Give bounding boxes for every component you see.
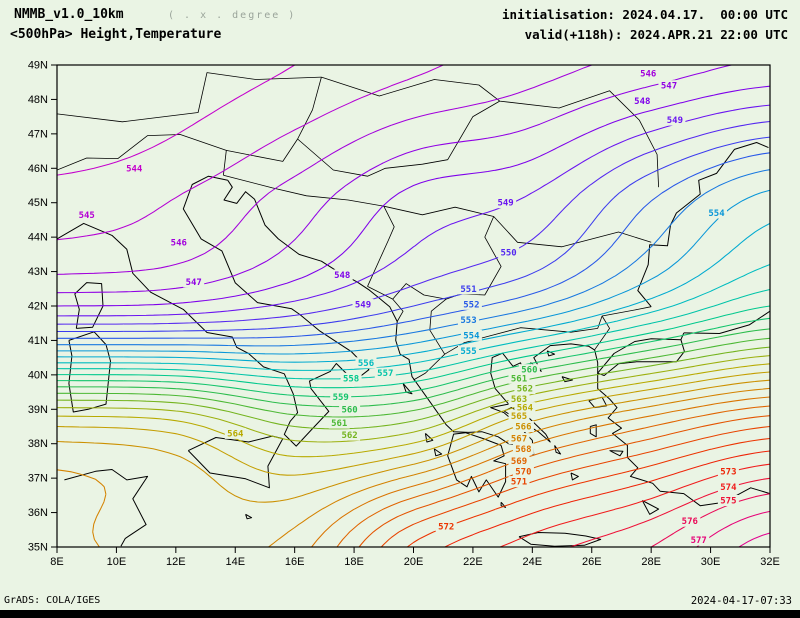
svg-text:554: 554 [463,331,480,341]
svg-text:560: 560 [521,366,537,376]
model-title: NMMB_v1.0_10km [14,7,124,22]
svg-text:572: 572 [438,522,454,532]
svg-text:41N: 41N [28,335,48,347]
svg-text:551: 551 [460,285,476,295]
svg-text:573: 573 [720,467,736,477]
svg-text:549: 549 [497,199,513,209]
contour-labels: 544 545 546 547 548 549 546 547 548 549 549 550 551 5… [76,68,739,546]
svg-text:35N: 35N [28,542,48,554]
svg-text:548: 548 [334,271,350,281]
svg-text:556: 556 [358,359,374,369]
svg-text:43N: 43N [28,266,48,278]
svg-text:22E: 22E [463,556,483,568]
svg-text:12E: 12E [166,556,186,568]
svg-text:42N: 42N [28,301,48,313]
country-borders [57,72,659,381]
svg-text:548: 548 [634,97,650,107]
svg-text:560: 560 [341,405,357,415]
svg-text:564: 564 [227,429,244,439]
svg-text:546: 546 [171,238,187,248]
axis-labels: 49N 48N 47N 46N 45N 44N 43N 42N 41N 40N 39N 38N 37N 3… [28,60,780,569]
svg-text:45N: 45N [28,197,48,209]
svg-text:561: 561 [511,374,527,384]
init-time-label: initialisation: 2024.04.17. 00:00 UTC [502,7,788,22]
svg-text:20E: 20E [404,556,424,568]
svg-text:565: 565 [511,412,527,422]
svg-text:16E: 16E [285,556,305,568]
svg-text:552: 552 [463,300,479,310]
svg-text:550: 550 [500,249,516,259]
svg-text:28E: 28E [641,556,661,568]
svg-text:549: 549 [355,300,371,310]
svg-text:18E: 18E [344,556,364,568]
svg-text:571: 571 [511,478,527,488]
svg-text:553: 553 [460,316,476,326]
svg-text:10E: 10E [107,556,127,568]
svg-text:30E: 30E [701,556,721,568]
svg-text:574: 574 [720,483,737,493]
svg-text:557: 557 [377,369,393,379]
svg-text:546: 546 [640,70,656,80]
svg-text:44N: 44N [28,232,48,244]
svg-text:562: 562 [517,385,533,395]
svg-text:48N: 48N [28,94,48,106]
svg-text:36N: 36N [28,507,48,519]
svg-text:575: 575 [720,497,736,507]
level-title: <500hPa> Height,Temperature [10,27,222,42]
svg-text:547: 547 [661,82,677,92]
resolution-note: ( . x . degree ) [168,10,297,21]
svg-text:547: 547 [186,278,202,288]
svg-text:569: 569 [511,457,527,467]
svg-text:14E: 14E [225,556,245,568]
svg-text:561: 561 [331,419,347,429]
svg-text:566: 566 [515,423,531,433]
svg-text:563: 563 [511,395,527,405]
svg-text:37N: 37N [28,473,48,485]
svg-text:562: 562 [341,431,357,441]
svg-text:564: 564 [517,404,534,414]
svg-text:577: 577 [691,536,707,546]
svg-text:555: 555 [460,347,476,357]
svg-text:8E: 8E [50,556,63,568]
svg-text:545: 545 [79,211,95,221]
coastlines [57,142,770,547]
svg-text:558: 558 [343,374,359,384]
svg-text:554: 554 [708,209,725,219]
svg-text:544: 544 [126,164,143,174]
svg-text:49N: 49N [28,60,48,72]
svg-text:38N: 38N [28,438,48,450]
grads-credit: GrADS: COLA/IGES [4,595,101,606]
svg-text:46N: 46N [28,163,48,175]
svg-text:570: 570 [515,467,531,477]
svg-text:568: 568 [515,445,531,455]
svg-text:40N: 40N [28,369,48,381]
svg-text:24E: 24E [523,556,543,568]
svg-text:567: 567 [511,435,527,445]
bottom-bar [0,610,800,618]
map-canvas: 49N 48N 47N 46N 45N 44N 43N 42N 41N 40N 39N 38N 37N 3… [28,60,780,569]
contour-lines [56,64,771,548]
svg-text:47N: 47N [28,128,48,140]
svg-text:576: 576 [682,517,698,527]
valid-time-label: valid(+118h): 2024.APR.21 22:00 UTC [524,27,788,42]
render-timestamp: 2024-04-17-07:33 [690,595,792,607]
svg-text:39N: 39N [28,404,48,416]
svg-text:549: 549 [667,116,683,126]
svg-text:32E: 32E [760,556,780,568]
svg-text:26E: 26E [582,556,602,568]
svg-text:559: 559 [333,393,349,403]
